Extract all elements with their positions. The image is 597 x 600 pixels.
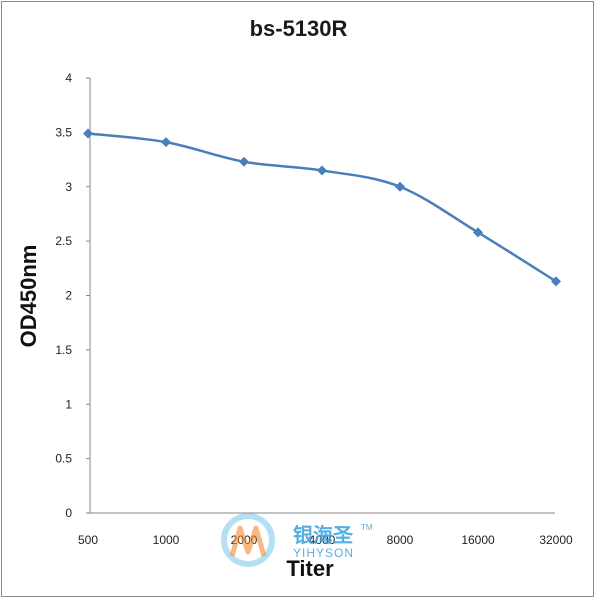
x-tick-label: 8000 bbox=[387, 533, 414, 547]
y-tick-label: 0 bbox=[65, 506, 72, 520]
x-tick-label: 1000 bbox=[153, 533, 180, 547]
yihyson-logo-watermark: 银海圣 TM YIHYSON bbox=[221, 513, 373, 567]
data-point-marker bbox=[473, 227, 483, 238]
x-tick-label: 4000 bbox=[309, 533, 336, 547]
chart-title: bs-5130R bbox=[249, 16, 348, 41]
data-point-marker bbox=[551, 276, 561, 287]
data-point-marker bbox=[317, 165, 327, 176]
x-tick-label: 32000 bbox=[539, 533, 573, 547]
y-tick-group: 0 0.5 1 1.5 2 2.5 3 3.5 4 bbox=[55, 71, 90, 520]
x-tick-label: 500 bbox=[78, 533, 98, 547]
data-point-marker bbox=[161, 137, 171, 148]
x-tick-label: 16000 bbox=[461, 533, 495, 547]
y-tick-label: 4 bbox=[65, 71, 72, 85]
data-point-marker bbox=[239, 156, 249, 167]
y-tick-label: 0.5 bbox=[55, 452, 72, 466]
y-tick-label: 3 bbox=[65, 180, 72, 194]
watermark-en-text: YIHYSON bbox=[293, 546, 354, 560]
y-tick-label: 2 bbox=[65, 289, 72, 303]
y-axis-title: OD450nm bbox=[16, 245, 41, 348]
watermark-cn-text: 银海圣 bbox=[293, 523, 354, 547]
data-point-marker bbox=[83, 128, 93, 139]
y-tick-label: 3.5 bbox=[55, 125, 72, 139]
watermark-trademark: TM bbox=[361, 523, 373, 532]
y-tick-label: 1 bbox=[65, 397, 72, 411]
y-tick-label: 1.5 bbox=[55, 343, 72, 357]
x-axis-title: Titer bbox=[286, 556, 334, 581]
y-tick-label: 2.5 bbox=[55, 234, 72, 248]
data-point-marker bbox=[395, 181, 405, 192]
series-markers bbox=[83, 128, 561, 287]
series-line bbox=[87, 132, 557, 283]
